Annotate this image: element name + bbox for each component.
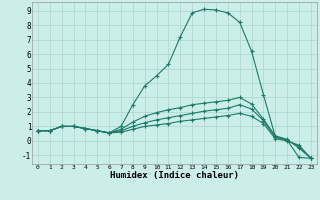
X-axis label: Humidex (Indice chaleur): Humidex (Indice chaleur)	[110, 171, 239, 180]
